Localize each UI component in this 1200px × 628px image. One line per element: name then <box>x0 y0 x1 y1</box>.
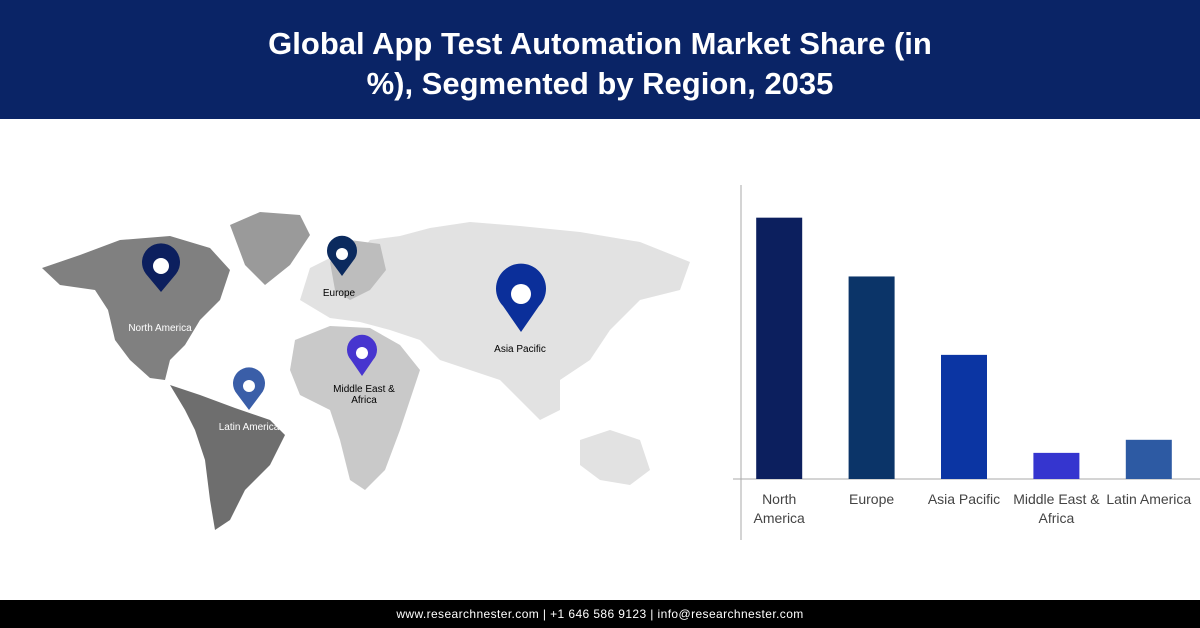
bar <box>848 276 895 479</box>
footer: www.researchnester.com | +1 646 586 9123… <box>0 600 1200 628</box>
bar-chart <box>733 185 1200 540</box>
continents <box>42 212 690 530</box>
map-label: Europe <box>322 288 356 299</box>
map-label: North America <box>128 323 192 334</box>
bar <box>941 354 987 479</box>
x-tick-label: Latin America <box>1106 491 1192 507</box>
pin <box>233 367 265 410</box>
chart-title: Global App Test Automation Market Share … <box>268 26 932 101</box>
x-tick-label: Asia Pacific <box>927 491 1001 507</box>
bar <box>1125 439 1172 479</box>
x-tick-label: Europe <box>849 491 895 507</box>
header: Global App Test Automation Market Share … <box>0 0 1200 119</box>
map-label: Middle East & Africa <box>333 384 395 406</box>
map-label: Latin America <box>218 422 280 433</box>
pin <box>347 334 377 376</box>
x-tick-label: Middle East & Africa <box>1013 491 1100 526</box>
bar <box>1033 452 1080 479</box>
x-tick-label: North America <box>753 491 805 526</box>
pin <box>327 235 357 276</box>
pin <box>142 243 180 292</box>
pin <box>496 263 546 332</box>
bar <box>756 217 803 479</box>
map-pins <box>142 235 546 410</box>
map-label: Asia Pacific <box>494 344 546 355</box>
world-map <box>42 212 690 530</box>
